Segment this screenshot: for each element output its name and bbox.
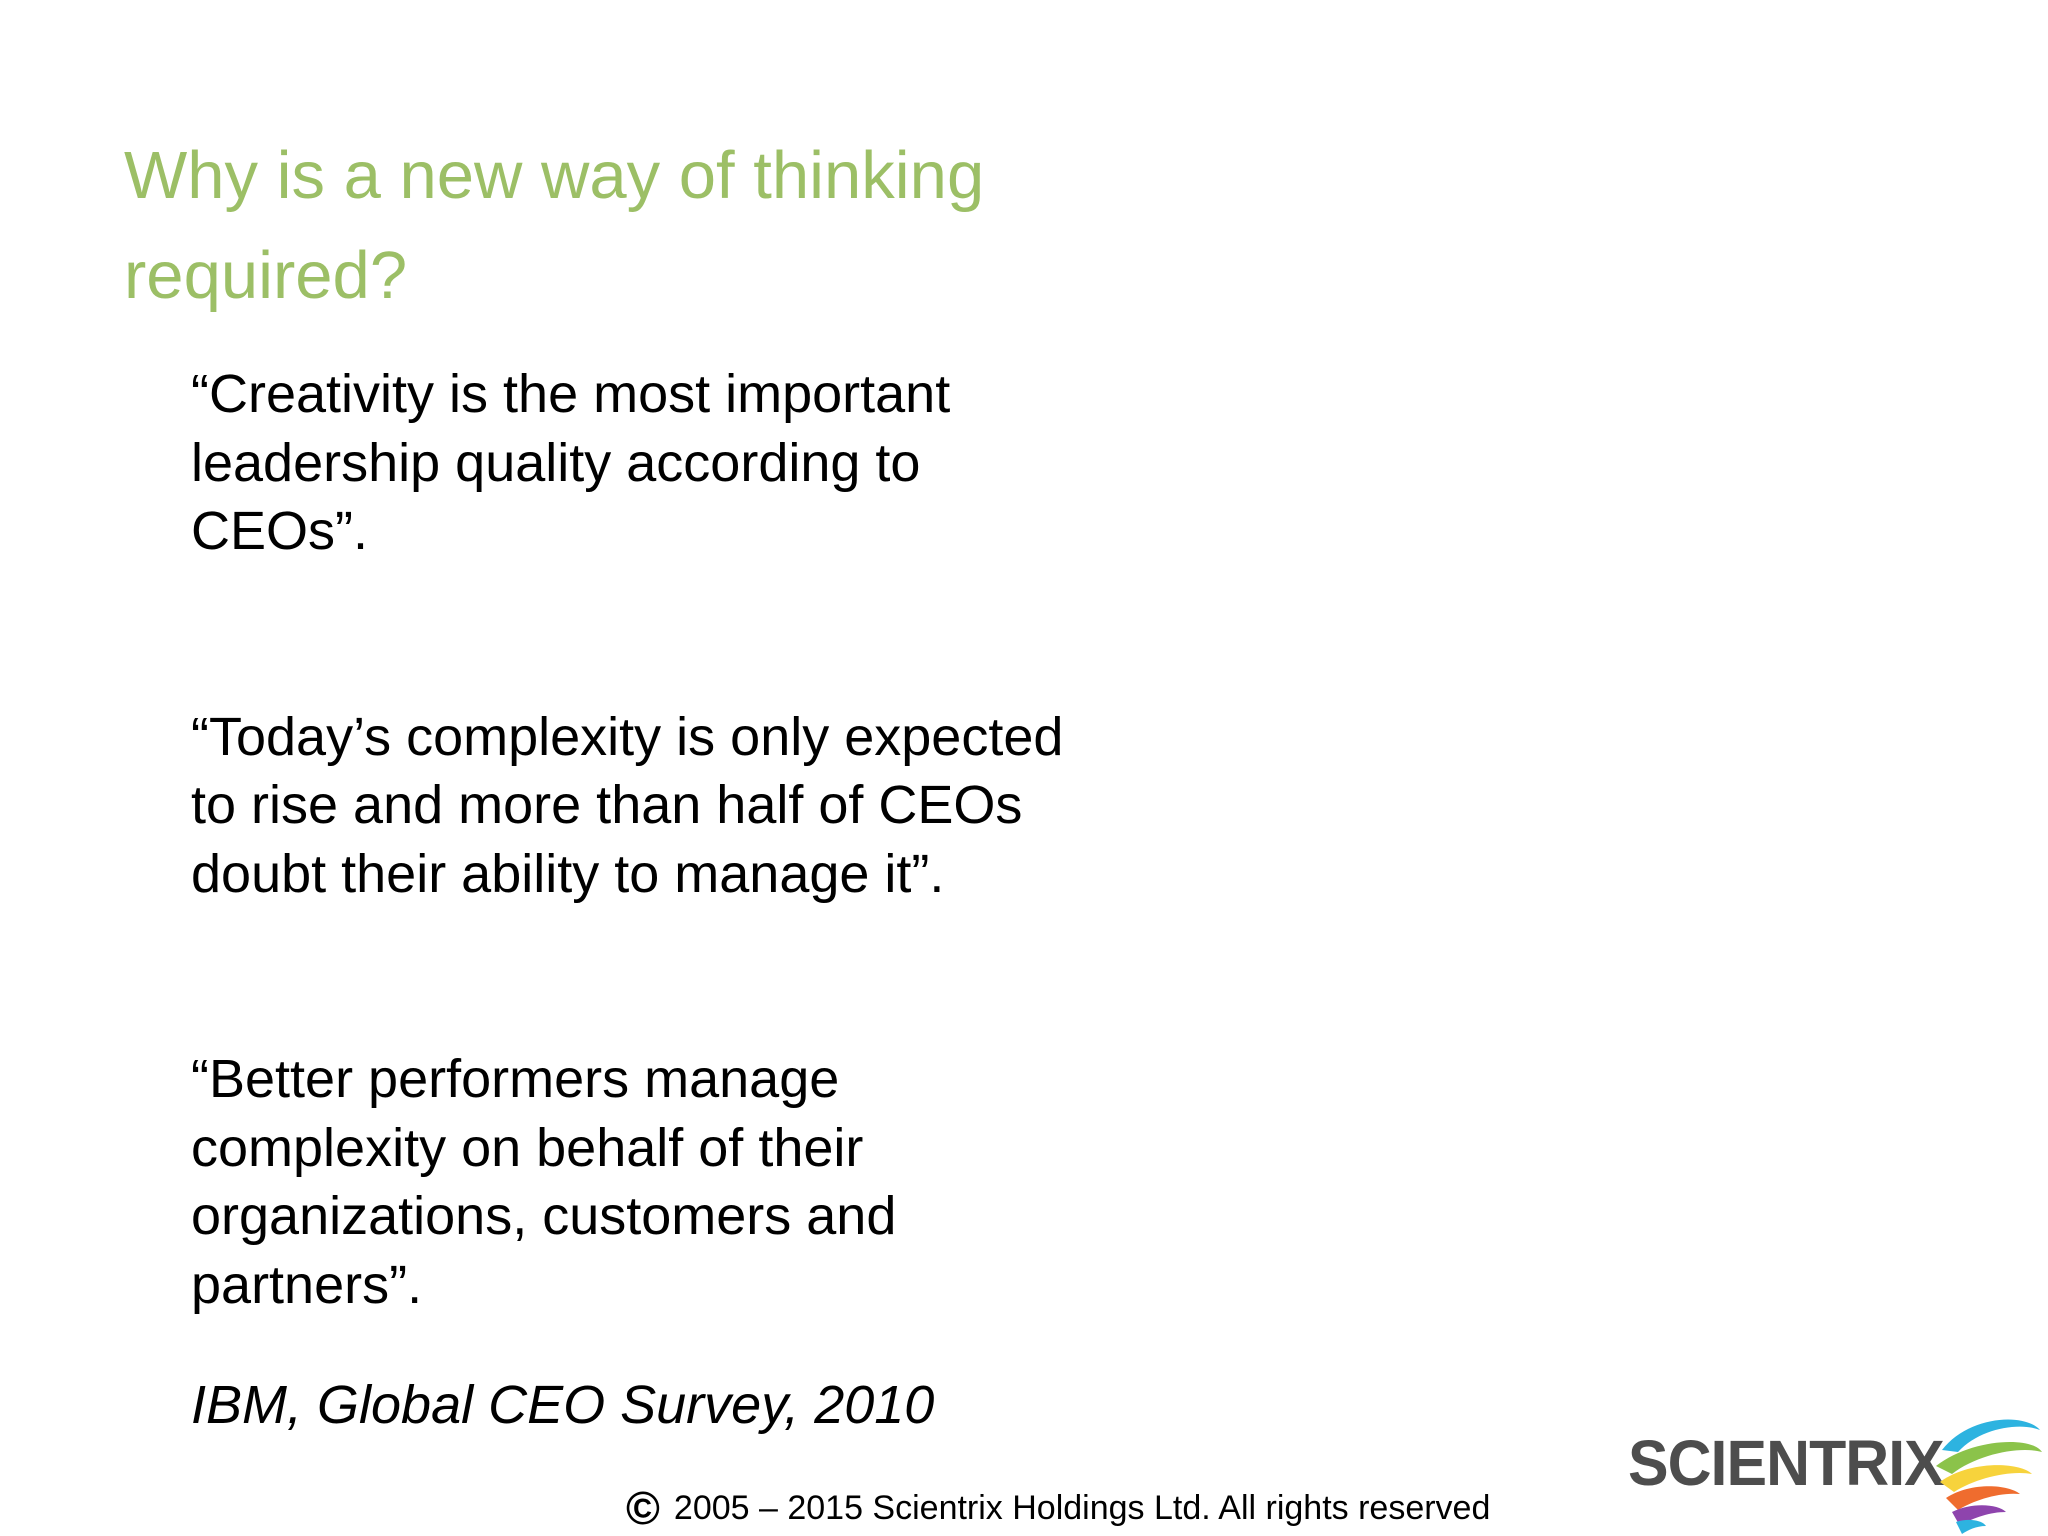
scientrix-logo: SCIENTRIX [1628, 1408, 2048, 1536]
slide-title-line-2: required? [124, 238, 408, 313]
slide-title: Why is a new way of thinking required? [124, 126, 1124, 326]
quote-line: partners”. [191, 1254, 423, 1315]
copyright-footer: © 2005 – 2015 Scientrix Holdings Ltd. Al… [626, 1482, 1491, 1534]
copyright-text: 2005 – 2015 Scientrix Holdings Ltd. All … [673, 1488, 1491, 1527]
slide-body: “Creativity is the most important leader… [191, 360, 1191, 1440]
quote-better-performers: “Better performers manage complexity on … [191, 1045, 1191, 1319]
quote-line: “Today’s complexity is only expected [191, 706, 1064, 767]
quote-line: doubt their ability to manage it”. [191, 843, 945, 904]
quote-line: complexity on behalf of their [191, 1117, 864, 1178]
quote-complexity: “Today’s complexity is only expected to … [191, 703, 1191, 909]
copyright-icon: © [626, 1482, 660, 1534]
slide-title-line-1: Why is a new way of thinking [124, 138, 985, 213]
quote-line: CEOs”. [191, 501, 369, 561]
scientrix-swirl-icon [1936, 1419, 2042, 1534]
quote-line: “Creativity is the most important [191, 364, 951, 424]
quote-creativity: “Creativity is the most important leader… [191, 360, 1191, 566]
quote-line: “Better performers manage [191, 1049, 840, 1109]
quote-source: IBM, Global CEO Survey, 2010 [191, 1375, 935, 1435]
quote-line: to rise and more than half of CEOs [191, 775, 1023, 835]
logo-wordmark: SCIENTRIX [1628, 1427, 1945, 1499]
quote-line: organizations, customers and [191, 1186, 897, 1246]
quote-line: leadership quality according to [191, 432, 921, 493]
